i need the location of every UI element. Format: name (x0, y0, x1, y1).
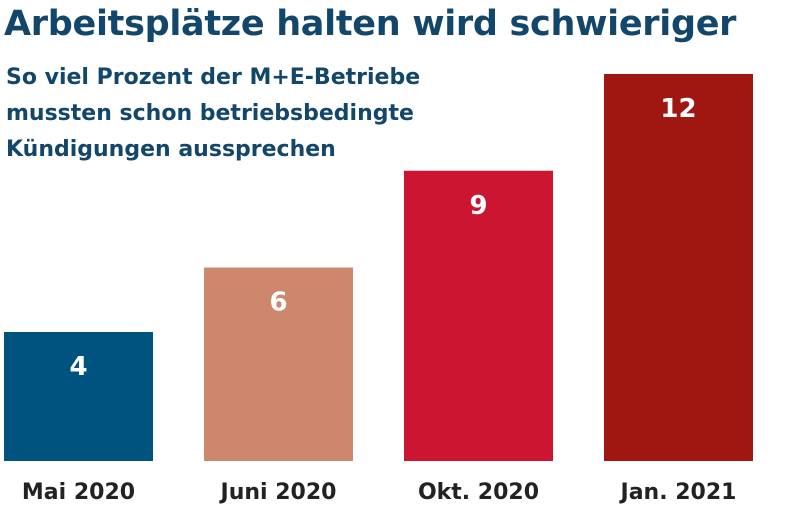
category-label-3: Okt. 2020 (418, 480, 539, 505)
subtitle-line-3: Kündigungen aussprechen (6, 137, 336, 162)
subtitle-line-2: mussten schon betriebsbedingte (6, 101, 414, 126)
chart-title: Arbeitsplätze halten wird schwieriger (4, 4, 737, 44)
category-label-4: Jan. 2021 (619, 480, 737, 505)
subtitle-line-1: So viel Prozent der M+E-Betriebe (6, 65, 421, 90)
category-label-2: Juni 2020 (219, 480, 337, 505)
bar-2 (204, 267, 353, 461)
bar-3 (404, 170, 553, 461)
bar-1 (4, 332, 153, 461)
bar-value-label-1: 4 (69, 352, 87, 382)
category-label-1: Mai 2020 (22, 480, 135, 505)
chart-subtitle: So viel Prozent der M+E-Betriebe mussten… (6, 60, 506, 168)
bar-4 (604, 74, 753, 461)
bar-value-label-4: 12 (660, 94, 696, 124)
bar-value-label-2: 6 (269, 288, 287, 318)
bar-value-label-3: 9 (469, 191, 487, 221)
